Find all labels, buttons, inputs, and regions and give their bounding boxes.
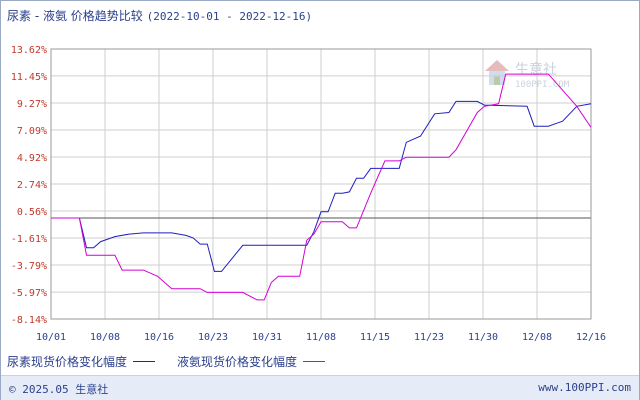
plot-frame xyxy=(50,48,592,320)
x-tick-label: 10/31 xyxy=(252,332,282,343)
x-tick-label: 10/16 xyxy=(144,332,174,343)
series-group xyxy=(51,73,592,301)
y-tick-label: 4.92% xyxy=(17,153,47,164)
x-tick-label: 11/08 xyxy=(306,332,336,343)
watermark-subtext: 100PPI.COM xyxy=(515,80,570,90)
legend-label-urea: 尿素现货价格变化幅度 xyxy=(7,355,128,369)
x-tick-label: 12/16 xyxy=(576,332,606,343)
y-tick-label: 2.74% xyxy=(17,180,47,191)
x-tick-label: 10/23 xyxy=(198,332,228,343)
x-tick-label: 12/08 xyxy=(522,332,552,343)
legend-item-ammonia: 液氨现货价格变化幅度 xyxy=(177,353,326,370)
x-tick-label: 11/15 xyxy=(360,332,390,343)
chart-date-range: (2022-10-01 - 2022-12-16) xyxy=(146,10,313,23)
legend-item-urea: 尿素现货价格变化幅度 xyxy=(7,353,156,370)
footer-bar: © 2025.05 生意社 www.100PPI.com xyxy=(1,375,639,400)
line-chart: 13.62% 11.45% 9.27% 7.09% 4.92% 2.74% 0.56% -1.… xyxy=(11,45,606,343)
series-line-0 xyxy=(51,100,592,272)
footer-copyright: © 2025.05 生意社 xyxy=(9,383,109,396)
footer-link[interactable]: www.100PPI.com xyxy=(538,381,631,394)
y-tick-label: -5.97% xyxy=(11,288,47,299)
chart-title: 尿素 - 液氨 价格趋势比较 (2022-10-01 - 2022-12-16) xyxy=(7,7,312,24)
y-tick-label: -8.14% xyxy=(11,315,47,326)
y-tick-label: 13.62% xyxy=(11,45,47,56)
y-tick-label: -1.61% xyxy=(11,234,47,245)
y-axis-ticks: 13.62% 11.45% 9.27% 7.09% 4.92% 2.74% 0.56% -1.… xyxy=(11,45,47,326)
y-tick-label: 11.45% xyxy=(11,72,47,83)
legend: 尿素现货价格变化幅度 液氨现货价格变化幅度 xyxy=(7,353,347,370)
legend-swatch-ammonia xyxy=(303,361,326,362)
x-tick-label: 10/01 xyxy=(36,332,66,343)
series-line-1 xyxy=(51,73,592,301)
x-tick-label: 11/23 xyxy=(414,332,444,343)
y-tick-label: 9.27% xyxy=(17,99,47,110)
x-tick-label: 11/30 xyxy=(468,332,498,343)
x-axis-ticks: 10/01 10/08 10/16 10/23 10/31 11/08 11/15 11/23… xyxy=(36,332,606,343)
legend-label-ammonia: 液氨现货价格变化幅度 xyxy=(177,355,298,369)
y-tick-label: 7.09% xyxy=(17,126,47,137)
x-tick-label: 10/08 xyxy=(90,332,120,343)
grid xyxy=(50,48,592,320)
y-tick-label: 0.56% xyxy=(17,207,47,218)
chart-title-text: 尿素 - 液氨 价格趋势比较 xyxy=(7,9,143,23)
axes xyxy=(50,48,592,320)
y-tick-label: -3.79% xyxy=(11,261,47,272)
legend-swatch-urea xyxy=(133,361,156,362)
